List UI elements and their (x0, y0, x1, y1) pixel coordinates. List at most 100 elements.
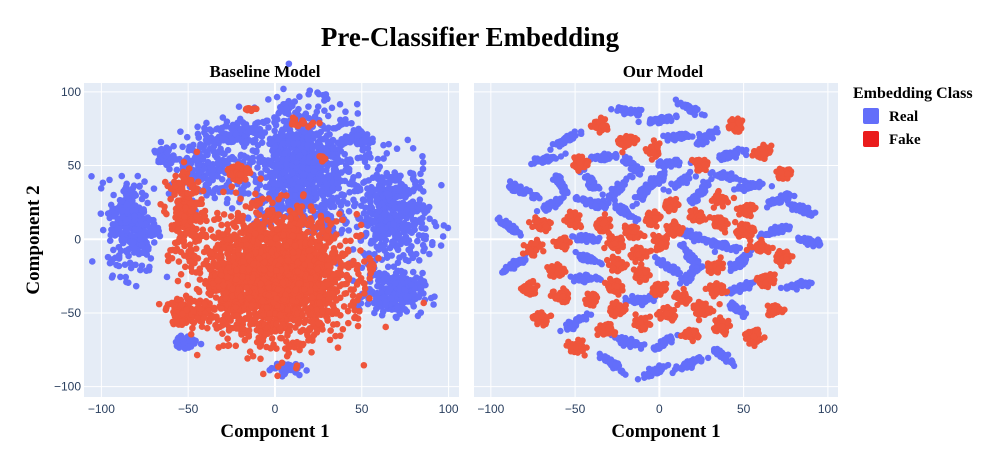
point-real (256, 125, 264, 133)
point-fake (265, 292, 273, 299)
point-fake (240, 258, 247, 265)
point-real (104, 210, 112, 217)
point-fake (339, 216, 347, 224)
point-real (97, 185, 105, 192)
point-real (213, 125, 220, 133)
point-real (187, 343, 195, 350)
point-real (361, 138, 369, 146)
point-real (150, 226, 158, 234)
point-fake (225, 264, 233, 271)
point-fake (266, 310, 273, 317)
point-real (409, 268, 417, 276)
point-fake (285, 349, 293, 357)
point-real (366, 196, 374, 203)
point-fake (203, 324, 211, 332)
point-real (336, 145, 343, 152)
point-real (375, 202, 382, 210)
y-tick-label: −100 (54, 380, 81, 394)
point-real (121, 261, 129, 269)
point-fake (209, 233, 217, 240)
point-real (409, 222, 416, 229)
point-real (245, 190, 252, 197)
point-fake (267, 344, 274, 352)
point-real (355, 125, 362, 133)
point-fake (168, 254, 176, 262)
point-real (385, 184, 393, 192)
point-real (323, 181, 331, 189)
point-real (138, 207, 146, 214)
point-real (354, 132, 361, 139)
point-real (393, 314, 400, 322)
x-tick-label: 50 (355, 402, 369, 416)
point-real (117, 273, 124, 281)
point-fake (241, 235, 248, 243)
point-real (347, 135, 355, 142)
point-fake (242, 224, 249, 232)
point-real (140, 249, 147, 257)
point-fake (233, 325, 240, 332)
point-real (361, 158, 369, 166)
point-fake (239, 265, 247, 272)
point-fake (265, 284, 272, 291)
point-fake (307, 275, 314, 282)
point-real (392, 269, 400, 277)
point-real (294, 184, 301, 191)
point-real (180, 335, 188, 342)
point-real (390, 221, 398, 228)
point-fake (237, 229, 244, 236)
point-real (146, 263, 153, 271)
point-real (254, 164, 261, 171)
point-fake (252, 248, 259, 256)
point-real (134, 172, 142, 180)
point-real (390, 199, 397, 206)
x-tick-label: −100 (88, 402, 115, 416)
point-real (390, 263, 398, 270)
point-fake (229, 285, 236, 293)
point-fake (242, 203, 250, 210)
point-fake (308, 349, 315, 356)
point-real (417, 170, 424, 178)
point-fake (175, 258, 183, 265)
point-fake (360, 279, 368, 287)
point-fake (326, 336, 334, 344)
point-fake (354, 322, 362, 330)
point-fake (193, 285, 201, 293)
cluster-real (349, 263, 438, 322)
point-fake (193, 351, 201, 359)
point-fake (223, 273, 231, 281)
point-fake (316, 236, 323, 244)
point-real (310, 168, 318, 175)
point-real (264, 183, 272, 191)
point-fake (285, 341, 293, 349)
point-real (111, 213, 118, 220)
point-real (326, 131, 333, 138)
point-real (420, 188, 427, 195)
point-real (397, 172, 404, 180)
point-real (296, 152, 304, 159)
point-real (338, 191, 346, 198)
point-fake (181, 263, 189, 271)
point-real (109, 272, 116, 279)
point-real (193, 156, 200, 164)
point-real (345, 207, 353, 215)
point-real (284, 173, 291, 180)
point-fake (273, 226, 281, 233)
point-fake (222, 294, 229, 302)
point-fake (324, 280, 332, 288)
point-fake (269, 199, 276, 207)
point-fake (214, 241, 222, 249)
point-fake (284, 306, 291, 313)
point-real (123, 201, 131, 208)
point-real (393, 145, 401, 153)
point-real (380, 155, 387, 162)
point-real (273, 180, 281, 188)
point-real (341, 150, 348, 158)
point-real (315, 90, 323, 98)
point-real (418, 178, 425, 186)
point-real (304, 141, 311, 149)
point-fake (355, 233, 363, 240)
point-real (235, 103, 243, 111)
point-real (374, 282, 381, 290)
point-real (313, 108, 321, 116)
